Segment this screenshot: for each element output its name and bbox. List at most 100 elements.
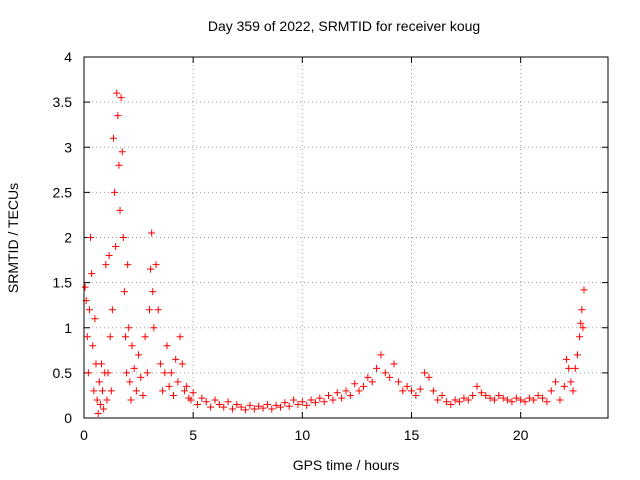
data-point — [91, 315, 99, 323]
data-point — [233, 400, 241, 408]
data-point — [147, 265, 155, 273]
data-point — [174, 378, 182, 386]
data-point — [139, 391, 147, 399]
data-point — [560, 382, 568, 390]
data-point — [373, 364, 381, 372]
data-point — [552, 378, 560, 386]
data-point — [94, 409, 102, 417]
data-point — [150, 324, 158, 332]
data-point — [95, 378, 103, 386]
data-point — [499, 394, 507, 402]
data-point — [576, 333, 584, 341]
data-point — [486, 394, 494, 402]
data-point — [307, 396, 315, 404]
data-point — [103, 396, 111, 404]
data-point — [477, 389, 485, 397]
data-point — [99, 387, 107, 395]
data-point — [250, 405, 258, 413]
data-point — [259, 404, 267, 412]
y-tick-label: 4 — [64, 49, 72, 65]
data-point — [355, 387, 363, 395]
y-tick-label: 0 — [64, 410, 72, 426]
data-point — [83, 333, 91, 341]
data-point — [161, 369, 169, 377]
data-point — [154, 306, 162, 314]
data-point — [111, 188, 119, 196]
data-point — [573, 351, 581, 359]
data-point — [81, 283, 89, 291]
data-point — [408, 387, 415, 395]
data-point — [102, 261, 110, 269]
data-point — [127, 396, 135, 404]
data-point — [242, 406, 250, 414]
data-point — [311, 399, 319, 407]
data-point — [434, 396, 442, 404]
data-point — [183, 382, 191, 390]
data-point — [84, 369, 92, 377]
data-point — [202, 398, 210, 406]
data-point — [88, 270, 96, 278]
data-point — [298, 398, 306, 406]
data-point — [394, 378, 402, 386]
x-tick-label: 20 — [513, 427, 529, 443]
data-point — [425, 373, 433, 381]
data-point — [272, 401, 280, 409]
data-point — [130, 364, 138, 372]
y-tick-label: 3 — [64, 139, 72, 155]
data-point — [246, 401, 254, 409]
y-tick-label: 1 — [64, 320, 72, 336]
chart-title: Day 359 of 2022, SRMTID for receiver kou… — [207, 18, 481, 34]
data-point — [132, 387, 140, 395]
y-tick-label: 1.5 — [53, 275, 73, 291]
y-tick-label: 2.5 — [53, 184, 73, 200]
data-point — [93, 396, 101, 404]
data-point — [429, 387, 437, 395]
data-point — [228, 405, 236, 413]
data-point — [508, 398, 516, 406]
data-point — [571, 364, 579, 372]
data-point — [109, 134, 117, 142]
data-point — [263, 400, 271, 408]
data-point — [167, 369, 175, 377]
data-point — [125, 324, 133, 332]
data-point — [207, 403, 215, 411]
data-point — [114, 112, 122, 120]
data-point — [364, 373, 372, 381]
data-point — [460, 394, 468, 402]
data-point — [539, 394, 546, 402]
data-point — [85, 306, 93, 314]
data-point — [255, 402, 263, 410]
data-point — [115, 161, 123, 169]
data-point — [290, 396, 298, 404]
data-point — [534, 391, 542, 399]
x-tick-label: 10 — [295, 427, 311, 443]
data-point — [556, 396, 564, 404]
data-point — [180, 387, 188, 395]
data-point — [277, 403, 284, 411]
data-point — [141, 333, 149, 341]
data-point — [390, 360, 398, 368]
data-point — [121, 333, 129, 341]
data-point — [215, 400, 223, 408]
data-point — [224, 398, 232, 406]
data-point — [530, 396, 538, 404]
data-point — [359, 382, 367, 390]
data-point — [368, 378, 376, 386]
data-point — [495, 391, 503, 399]
y-tick-label: 2 — [64, 230, 72, 246]
data-point — [521, 398, 529, 406]
data-point — [106, 333, 114, 341]
data-point — [104, 369, 112, 377]
data-point — [281, 399, 289, 407]
data-point — [135, 351, 143, 359]
data-point — [120, 288, 128, 296]
data-point — [198, 394, 206, 402]
data-point — [105, 252, 113, 260]
data-point — [543, 398, 551, 406]
data-point — [165, 382, 173, 390]
data-point — [159, 387, 167, 395]
data-point — [116, 206, 124, 214]
data-point — [512, 394, 520, 402]
data-point — [194, 400, 202, 408]
